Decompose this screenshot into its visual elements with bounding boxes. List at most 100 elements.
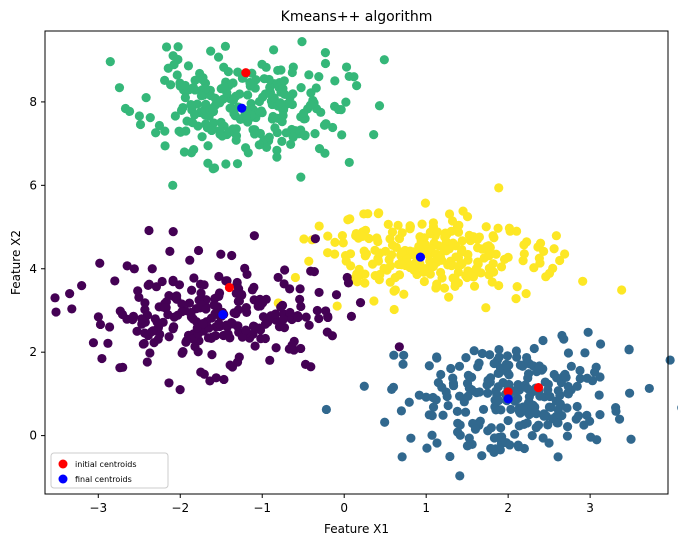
cluster-0-point (275, 98, 285, 108)
cluster-0-point (105, 57, 115, 67)
cluster-3-point (544, 438, 554, 448)
cluster-2-point (147, 264, 157, 274)
cluster-3-point (404, 397, 414, 407)
cluster-2-point (93, 312, 103, 322)
cluster-2-point (322, 327, 332, 337)
cluster-1-point (512, 282, 522, 292)
cluster-3-point (489, 433, 500, 443)
cluster-2-point (174, 280, 185, 290)
cluster-0-point (190, 75, 200, 85)
cluster-2-point (314, 287, 324, 298)
cluster-1-point (450, 281, 460, 292)
cluster-0-point (305, 100, 316, 110)
cluster-3-point (504, 379, 514, 390)
cluster-0-point (268, 111, 278, 122)
cluster-2-point (237, 332, 248, 342)
cluster-2-point (163, 309, 173, 320)
cluster-1-point (432, 227, 443, 237)
cluster-2-point (211, 373, 221, 383)
cluster-1-point (496, 262, 507, 272)
cluster-3-point (543, 420, 553, 430)
cluster-2-point (147, 327, 157, 337)
cluster-3-point (452, 406, 462, 416)
cluster-3-point (561, 372, 571, 382)
cluster-3-point (442, 391, 452, 402)
cluster-3-point (515, 360, 526, 370)
cluster-3-point (432, 353, 442, 363)
cluster-1-point (299, 234, 309, 244)
cluster-1-point (397, 260, 407, 270)
cluster-0-point (243, 148, 253, 158)
cluster-2-point (77, 281, 87, 291)
cluster-3-point (595, 339, 606, 349)
cluster-0-point (160, 126, 170, 136)
cluster-3-point (524, 392, 534, 402)
cluster-3-point (432, 438, 442, 448)
cluster-3-point (474, 387, 485, 397)
cluster-2-point (196, 367, 206, 377)
cluster-0-point (264, 132, 274, 142)
cluster-1-point (432, 279, 442, 289)
centroid-points-layer (218, 68, 544, 404)
cluster-2-point (97, 353, 107, 364)
cluster-0-point (189, 145, 199, 155)
cluster-3-point (533, 420, 544, 430)
cluster-0-point (225, 103, 235, 113)
cluster-1-point (469, 281, 480, 291)
cluster-0-point (321, 119, 331, 129)
cluster-2-point (157, 276, 167, 287)
cluster-1-point (457, 236, 467, 246)
cluster-2-point (172, 291, 182, 301)
cluster-2-point (258, 298, 268, 308)
cluster-0-point (265, 82, 275, 92)
cluster-3-point (566, 361, 576, 371)
cluster-2-point (285, 307, 295, 318)
cluster-1-point (560, 249, 570, 259)
cluster-3-point (501, 359, 511, 369)
cluster-0-point (333, 104, 344, 115)
cluster-1-point (385, 234, 395, 244)
cluster-1-point (323, 248, 333, 258)
x-tick-label: 1 (422, 501, 430, 515)
cluster-2-point (65, 289, 75, 299)
cluster-3-point (428, 392, 438, 403)
cluster-3-point (469, 346, 479, 356)
cluster-0-point (261, 142, 272, 153)
cluster-1-point (511, 226, 522, 236)
cluster-3-point (427, 411, 437, 421)
cluster-3-point (446, 363, 456, 374)
cluster-3-point (399, 350, 409, 360)
cluster-2-point (394, 342, 404, 352)
cluster-0-point (256, 106, 266, 116)
legend-label-final: final centroids (75, 475, 132, 484)
cluster-1-point (384, 254, 394, 265)
cluster-2-point (144, 225, 154, 236)
cluster-3-point (428, 402, 439, 412)
cluster-2-point (234, 296, 244, 306)
cluster-0-point (330, 76, 340, 86)
cluster-2-point (104, 322, 115, 332)
cluster-2-point (309, 267, 319, 277)
cluster-1-point (416, 236, 426, 246)
cluster-2-point (249, 322, 260, 332)
initial-centroid-point (533, 383, 544, 393)
cluster-3-point (485, 377, 495, 387)
cluster-2-point (301, 312, 311, 322)
cluster-3-point (455, 430, 465, 440)
cluster-1-point (439, 244, 449, 254)
cluster-0-point (310, 129, 320, 139)
cluster-1-point (519, 240, 529, 250)
cluster-3-point (518, 402, 528, 412)
cluster-1-point (458, 206, 468, 216)
cluster-3-point (443, 400, 453, 411)
cluster-2-point (295, 284, 305, 294)
cluster-0-point (288, 89, 298, 99)
cluster-3-point (496, 423, 506, 433)
cluster-2-point (139, 338, 149, 349)
cluster-1-point (539, 246, 549, 256)
cluster-3-point (563, 348, 574, 358)
cluster-3-point (582, 410, 592, 420)
plot-frame (44, 30, 669, 495)
cluster-2-point (227, 250, 237, 261)
cluster-1-point (457, 244, 467, 255)
